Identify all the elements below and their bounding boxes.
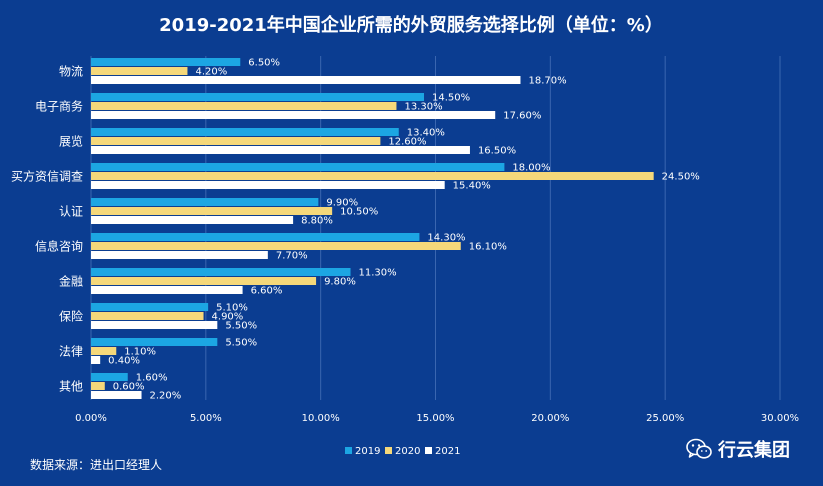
bar-2019: [91, 128, 399, 136]
legend-label: 2021: [435, 446, 460, 457]
data-label: 13.40%: [407, 128, 445, 139]
data-label: 16.50%: [478, 146, 516, 157]
bar-2020: [91, 382, 105, 390]
data-label: 18.70%: [528, 76, 566, 87]
bar-2020: [91, 172, 654, 180]
data-label: 12.60%: [388, 137, 426, 148]
category-label: 认证: [59, 205, 83, 219]
bar-2020: [91, 102, 397, 110]
bar-2020: [91, 347, 117, 355]
bar-2019: [91, 163, 505, 171]
data-label: 4.90%: [212, 312, 244, 323]
data-label: 9.90%: [326, 198, 358, 209]
data-label: 13.30%: [404, 102, 442, 113]
chart-title: 2019-2021年中国企业所需的外贸服务选择比例（单位：%）: [159, 14, 663, 36]
data-label: 18.00%: [512, 163, 550, 174]
data-source-note: 数据来源：进出口经理人: [30, 458, 163, 472]
legend-label: 2020: [395, 446, 420, 457]
brand-badge: 行云集团: [686, 436, 790, 462]
legend-swatch-2020: [385, 447, 392, 454]
data-label: 14.30%: [427, 233, 465, 244]
data-label: 6.60%: [251, 286, 283, 297]
bar-2019: [91, 268, 351, 276]
x-tick-label: 15.00%: [416, 413, 454, 424]
x-tick-label: 10.00%: [302, 413, 340, 424]
brand-name: 行云集团: [718, 440, 790, 461]
bar-2019: [91, 373, 128, 381]
data-label: 10.50%: [340, 207, 378, 218]
legend-swatch-2021: [425, 447, 432, 454]
bar-2021: [91, 251, 268, 259]
data-label: 0.40%: [108, 356, 140, 367]
x-tick-label: 25.00%: [646, 413, 684, 424]
data-label: 7.70%: [276, 251, 308, 262]
bar-2021: [91, 216, 294, 224]
x-axis-ticks: 0.00% 5.00% 10.00% 15.00% 20.00% 25.00% 30.00%: [75, 413, 799, 424]
data-label: 16.10%: [469, 242, 507, 253]
bar-2020: [91, 242, 461, 250]
data-label: 1.10%: [124, 347, 156, 358]
bar-2020: [91, 137, 381, 145]
bars: 6.50% 4.20% 18.70% 14.50%13.30% 17.60% 13.40%…: [91, 58, 700, 402]
legend-label: 2019: [355, 446, 380, 457]
data-label: 4.20%: [195, 67, 227, 78]
category-label: 电子商务: [35, 99, 83, 114]
data-label: 17.60%: [503, 111, 541, 122]
category-label: 展览: [59, 134, 83, 149]
data-label: 2.20%: [150, 391, 182, 402]
bar-2021: [91, 286, 243, 294]
wechat-icon: [686, 438, 712, 459]
data-label: 6.50%: [248, 58, 280, 69]
bar-2019: [91, 198, 319, 206]
x-tick-label: 0.00%: [75, 413, 107, 424]
bar-2021: [91, 181, 445, 189]
data-label: 5.10%: [216, 303, 248, 314]
data-label: 8.80%: [301, 216, 333, 227]
data-label: 14.50%: [432, 93, 470, 104]
bar-2021: [91, 146, 470, 154]
bar-2019: [91, 233, 420, 241]
bar-2019: [91, 93, 425, 101]
bar-2020: [91, 312, 204, 320]
legend: 2019 2020 2021: [345, 446, 460, 457]
bar-2021: [91, 391, 142, 399]
data-label: 0.60%: [113, 382, 145, 393]
bar-2021: [91, 76, 521, 84]
bar-2019: [91, 338, 218, 346]
category-label: 保险: [59, 309, 83, 324]
bar-2019: [91, 58, 241, 66]
bar-2020: [91, 207, 333, 215]
data-label: 9.80%: [324, 277, 356, 288]
x-tick-label: 20.00%: [531, 413, 569, 424]
category-label: 法律: [59, 345, 83, 359]
data-label: 1.60%: [136, 373, 168, 384]
category-label: 买方资信调查: [11, 169, 83, 184]
category-label: 金融: [59, 274, 83, 289]
data-label: 15.40%: [453, 181, 491, 192]
bar-2020: [91, 277, 317, 285]
data-label: 5.50%: [225, 321, 257, 332]
bar-2021: [91, 321, 218, 329]
x-tick-label: 5.00%: [190, 413, 222, 424]
category-label: 信息咨询: [35, 239, 83, 254]
bar-2019: [91, 303, 209, 311]
bar-2021: [91, 111, 496, 119]
bar-2021: [91, 356, 101, 364]
legend-swatch-2019: [345, 447, 352, 454]
bar-2020: [91, 67, 188, 75]
category-label: 物流: [59, 65, 83, 79]
category-label: 其他: [59, 380, 83, 394]
data-label: 5.50%: [225, 338, 257, 349]
data-label: 24.50%: [662, 172, 700, 183]
data-label: 11.30%: [359, 268, 397, 279]
x-tick-label: 30.00%: [761, 413, 799, 424]
